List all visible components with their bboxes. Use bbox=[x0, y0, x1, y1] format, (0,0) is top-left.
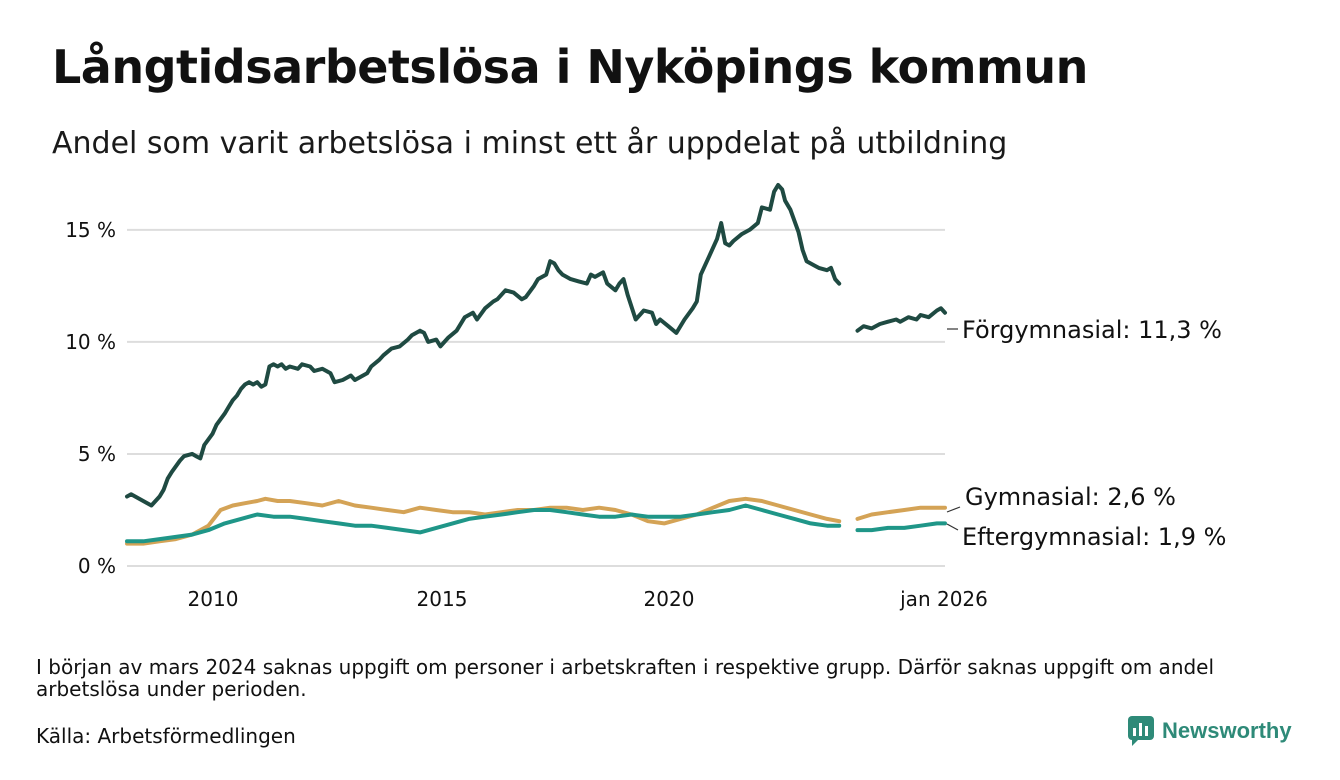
series-line-förgymnasial bbox=[125, 183, 842, 508]
y-tick-label: 0 % bbox=[78, 554, 116, 578]
x-tick-label: 2020 bbox=[644, 587, 695, 611]
end-label-eftergymnasial: Eftergymnasial: 1,9 % bbox=[962, 523, 1226, 551]
y-tick-label: 5 % bbox=[78, 442, 116, 466]
series-line-gymnasial-after-gap bbox=[855, 505, 947, 521]
chart-subtitle: Andel som varit arbetslösa i minst ett å… bbox=[52, 126, 1008, 161]
y-tick-label: 15 % bbox=[65, 218, 116, 242]
y-tick-label: 10 % bbox=[65, 330, 116, 354]
newsworthy-logo: Newsworthy bbox=[1128, 716, 1292, 746]
series-line-gymnasial bbox=[125, 496, 842, 546]
series-line-eftergymnasial-after-gap bbox=[855, 521, 947, 533]
x-tick-label: 2015 bbox=[417, 587, 468, 611]
leader-line bbox=[946, 523, 959, 531]
source-text: Källa: Arbetsförmedlingen bbox=[36, 724, 296, 748]
series-lines bbox=[125, 183, 947, 546]
series-line-eftergymnasial bbox=[125, 503, 842, 544]
end-label-förgymnasial: Förgymnasial: 11,3 % bbox=[962, 316, 1222, 344]
series-line-förgymnasial-after-gap bbox=[855, 306, 947, 333]
logo-text: Newsworthy bbox=[1162, 718, 1292, 743]
footnote: I början av mars 2024 saknas uppgift om … bbox=[36, 655, 1215, 701]
y-axis-ticks: 0 % 5 % 10 % 15 % bbox=[65, 218, 116, 578]
x-tick-label: jan 2026 bbox=[899, 587, 988, 611]
chart-title: Långtidsarbetslösa i Nyköpings kommun bbox=[52, 40, 1088, 94]
x-axis-ticks: 2010 2015 2020 jan 2026 bbox=[188, 587, 988, 611]
leader-line bbox=[946, 506, 961, 513]
bar-chart-icon bbox=[1128, 716, 1154, 746]
end-label-gymnasial: Gymnasial: 2,6 % bbox=[965, 483, 1176, 511]
grid-lines bbox=[127, 228, 945, 567]
line-chart: 0 % 5 % 10 % 15 % 2010 2015 2020 jan 2026 Förg… bbox=[65, 183, 1226, 611]
end-labels: Förgymnasial: 11,3 % Gymnasial: 2,6 % Efte… bbox=[946, 316, 1226, 551]
x-tick-label: 2010 bbox=[188, 587, 239, 611]
